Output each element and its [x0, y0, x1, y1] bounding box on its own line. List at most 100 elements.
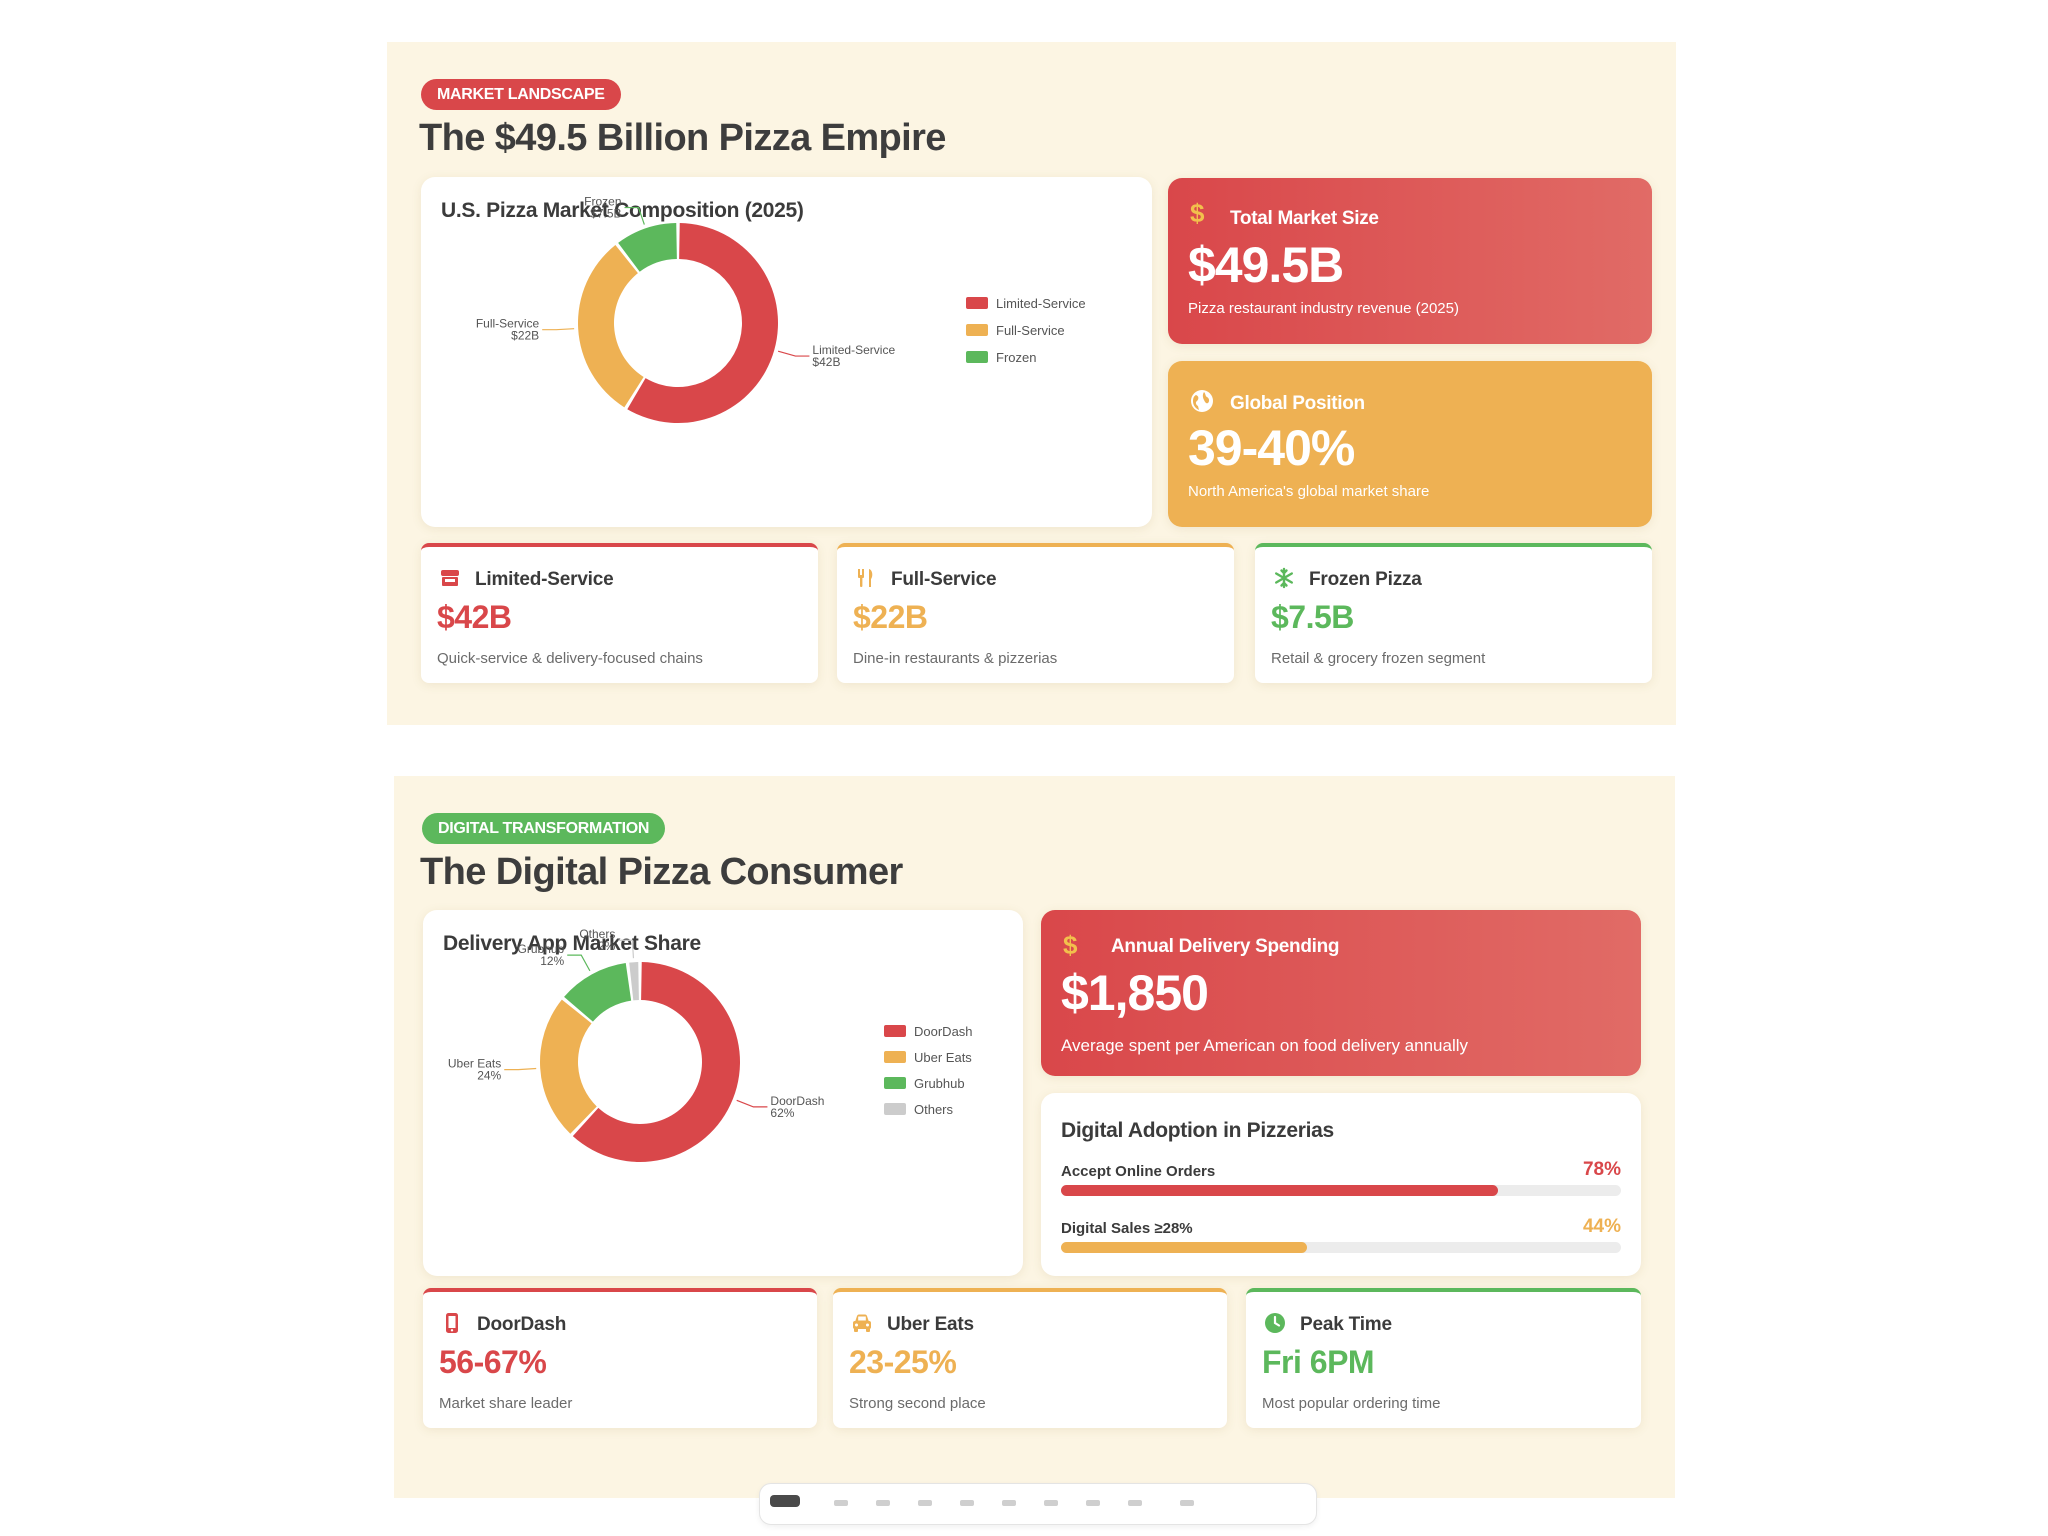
market-composition-donut-chart: Limited-Service$42BFull-Service$22BFroze…	[476, 195, 1086, 424]
annual-delivery-spending-card: $ Annual Delivery Spending $1,850 Averag…	[1041, 910, 1641, 1076]
stat-label: Total Market Size	[1230, 208, 1379, 229]
legend-swatch	[884, 1077, 906, 1089]
legend-label: Full-Service	[996, 323, 1065, 338]
toolbar-button[interactable]	[834, 1500, 848, 1506]
adoption-bar-digital-sales: Digital Sales ≥28% 44%	[1061, 1216, 1621, 1256]
legend-label: Others	[914, 1102, 954, 1117]
slice-label: Uber Eats	[448, 1057, 501, 1071]
toolbar-active-button[interactable]	[770, 1495, 800, 1507]
leader-line	[624, 206, 645, 225]
toolbar-button[interactable]	[876, 1500, 890, 1506]
donut-slice-doordash	[572, 962, 740, 1162]
slice-label: Others	[579, 927, 615, 941]
card-label: Uber Eats	[887, 1314, 974, 1335]
card-label: Full-Service	[891, 569, 997, 590]
stat-description: Pizza restaurant industry revenue (2025)	[1188, 300, 1459, 317]
bar-track	[1061, 1185, 1621, 1196]
legend-swatch	[884, 1025, 906, 1037]
stat-label: Annual Delivery Spending	[1111, 936, 1340, 957]
slice-value-label: 62%	[770, 1106, 794, 1120]
utensils-icon	[858, 569, 873, 587]
slice-value-label: $22B	[511, 329, 539, 343]
slice-value-label: $42B	[812, 355, 840, 369]
dollar-icon: $	[1063, 930, 1078, 960]
slice-label: Frozen	[584, 195, 621, 209]
donut-slice-frozen	[618, 223, 677, 272]
leader-line	[504, 1067, 537, 1071]
section-tag: DIGITAL TRANSFORMATION	[422, 813, 666, 844]
stat-value: 39-40%	[1188, 420, 1355, 476]
card-value: 23-25%	[849, 1344, 957, 1380]
legend-swatch	[966, 297, 988, 309]
phone-icon	[446, 1313, 458, 1333]
card-description: Market share leader	[439, 1395, 573, 1412]
card-description: Most popular ordering time	[1262, 1395, 1441, 1412]
digital-adoption-card: Digital Adoption in Pizzerias Accept Onl…	[1041, 1093, 1641, 1276]
card-label: Peak Time	[1300, 1314, 1392, 1335]
legend-label: DoorDash	[914, 1024, 973, 1039]
chart-title: Delivery App Market Share	[443, 932, 701, 955]
frozen-pizza-card: Frozen Pizza $7.5B Retail & grocery froz…	[1255, 543, 1652, 683]
dollar-icon: $	[1190, 198, 1205, 228]
card-label: DoorDash	[477, 1314, 567, 1335]
section-tag: MARKET LANDSCAPE	[421, 79, 621, 110]
card-description: Quick-service & delivery-focused chains	[437, 650, 703, 667]
toolbar-button[interactable]	[1128, 1500, 1142, 1506]
slice-value-label: $7.5B	[590, 207, 621, 221]
storefront-icon	[441, 570, 459, 586]
toolbar-button[interactable]	[960, 1500, 974, 1506]
legend-swatch	[966, 351, 988, 363]
card-value: $42B	[437, 599, 512, 635]
donut-slice-uber-eats	[540, 999, 597, 1134]
card-description: Dine-in restaurants & pizzerias	[853, 650, 1058, 667]
leader-line	[777, 350, 810, 357]
legend-swatch	[966, 324, 988, 336]
bar-track	[1061, 1242, 1621, 1253]
donut-slice-others	[629, 962, 639, 1001]
slide-title: The $49.5 Billion Pizza Empire	[419, 117, 946, 159]
clock-icon	[1265, 1313, 1285, 1333]
bar-label: Accept Online Orders	[1061, 1163, 1216, 1180]
toolbar-button[interactable]	[1002, 1500, 1016, 1506]
slide-title: The Digital Pizza Consumer	[420, 851, 903, 893]
donut-slice-grubhub	[564, 963, 632, 1022]
presentation-toolbar[interactable]	[759, 1483, 1317, 1525]
total-market-size-card: $ Total Market Size $49.5B Pizza restaur…	[1168, 178, 1652, 344]
digital-transformation-slide: DIGITAL TRANSFORMATION The Digital Pizza…	[394, 776, 1675, 1498]
card-description: Strong second place	[849, 1395, 986, 1412]
toolbar-button[interactable]	[918, 1500, 932, 1506]
full-service-card: Full-Service $22B Dine-in restaurants & …	[837, 543, 1234, 683]
peak-time-card: Peak Time Fri 6PM Most popular ordering …	[1246, 1288, 1641, 1428]
stat-value: $1,850	[1061, 965, 1209, 1021]
donut-slice-limited-service	[627, 223, 779, 424]
legend-label: Limited-Service	[996, 296, 1086, 311]
toolbar-button[interactable]	[1086, 1500, 1100, 1506]
bar-fill	[1061, 1242, 1308, 1253]
donut-slice-full-service	[578, 245, 644, 408]
toolbar-button[interactable]	[1044, 1500, 1058, 1506]
doordash-card: DoorDash 56-67% Market share leader	[423, 1288, 817, 1428]
legend-swatch	[884, 1103, 906, 1115]
stat-description: Average spent per American on food deliv…	[1061, 1036, 1468, 1055]
slice-value-label: 12%	[540, 954, 564, 968]
toolbar-button[interactable]	[1180, 1500, 1194, 1506]
card-title: Digital Adoption in Pizzerias	[1061, 1119, 1334, 1142]
adoption-bar-online-orders: Accept Online Orders 78%	[1061, 1159, 1621, 1199]
stat-value: $49.5B	[1188, 237, 1344, 293]
card-label: Frozen Pizza	[1309, 569, 1422, 590]
bar-fill	[1061, 1185, 1498, 1196]
market-composition-chart-card: U.S. Pizza Market Composition (2025) Lim…	[421, 177, 1152, 527]
globe-icon	[1191, 390, 1213, 412]
card-label: Limited-Service	[475, 569, 614, 590]
leader-line	[567, 954, 591, 972]
snowflake-icon	[1275, 567, 1293, 589]
card-value: $22B	[853, 599, 928, 635]
leader-line	[542, 328, 575, 331]
slice-label: Limited-Service	[812, 343, 895, 357]
car-icon	[853, 1314, 871, 1332]
card-value: Fri 6PM	[1262, 1344, 1375, 1380]
leader-line	[618, 939, 635, 959]
slice-label: Grubhub	[518, 942, 565, 956]
legend-label: Frozen	[996, 350, 1036, 365]
